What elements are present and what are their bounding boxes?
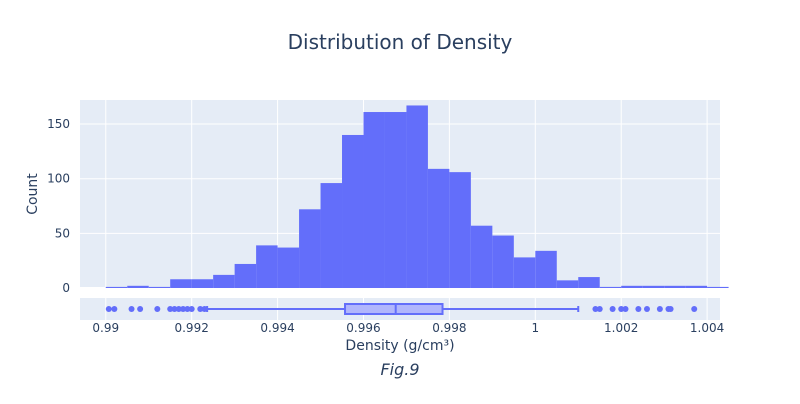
outlier-point: [188, 306, 195, 312]
outlier-point: [137, 306, 144, 312]
histogram-bar: [384, 112, 407, 288]
figure-caption: Fig.9: [380, 360, 419, 379]
outlier-point: [154, 306, 161, 312]
histogram-bars: [105, 105, 729, 288]
outlier-point: [618, 306, 625, 312]
y-axis-label: Count: [25, 173, 41, 215]
histogram-bar: [535, 250, 557, 288]
histogram-bar: [449, 172, 471, 288]
outlier-point: [167, 306, 174, 312]
x-tick-label: 1.002: [604, 321, 638, 335]
outlier-point: [667, 306, 674, 312]
outlier-point: [180, 306, 187, 312]
outlier-point: [105, 306, 112, 312]
y-tick-label: 100: [47, 172, 70, 186]
histogram-bar: [578, 277, 600, 288]
histogram-bar: [707, 286, 729, 288]
x-tick-label: 1: [531, 321, 539, 335]
x-tick-label: 0.996: [346, 321, 380, 335]
chart-title: Distribution of Density: [288, 30, 513, 54]
outlier-point: [184, 306, 191, 312]
histogram-bar: [685, 285, 708, 288]
histogram-bar: [492, 235, 514, 288]
histogram-bar: [234, 263, 257, 288]
outlier-point: [656, 306, 663, 312]
histogram-bar: [127, 285, 149, 288]
y-tick-labels: 0 50 100 150: [47, 117, 70, 295]
histogram-bar: [170, 279, 192, 288]
outlier-point: [596, 306, 603, 312]
histogram-bar: [406, 105, 428, 288]
histogram-bar: [642, 285, 665, 288]
histogram-bar: [363, 112, 385, 288]
histogram-bar: [277, 247, 300, 288]
outlier-point: [592, 306, 599, 312]
iqr-box: [344, 303, 444, 315]
x-tick-label: 0.99: [92, 321, 119, 335]
histogram-bar: [148, 286, 171, 288]
histogram-bar: [320, 183, 343, 288]
outlier-point: [201, 306, 208, 312]
outlier-point: [643, 306, 650, 312]
histogram-bar: [621, 285, 643, 288]
x-tick-label: 0.994: [260, 321, 294, 335]
boxplot: [105, 303, 698, 315]
histogram-bar: [342, 134, 364, 288]
outlier-point: [691, 306, 698, 312]
x-axis-label: Density (g/cm³): [345, 338, 454, 354]
y-tick-label: 150: [47, 117, 70, 131]
histogram-bar: [599, 286, 622, 288]
histogram-bar: [427, 168, 450, 288]
histogram-bar: [664, 285, 686, 288]
y-tick-label: 0: [62, 281, 70, 295]
outlier-point: [609, 306, 616, 312]
outlier-point: [197, 306, 204, 312]
histogram-bar: [105, 286, 128, 288]
histogram-bar: [256, 245, 278, 288]
x-tick-label: 1.004: [690, 321, 724, 335]
histogram-bar: [470, 225, 493, 288]
outlier-point: [175, 306, 182, 312]
x-tick-label: 0.998: [432, 321, 466, 335]
outlier-point: [635, 306, 642, 312]
x-tick-labels: 0.99 0.992 0.994 0.996 0.998 1 1.002 1.004: [92, 321, 724, 335]
histogram-bar: [299, 209, 321, 288]
outlier-point: [128, 306, 135, 312]
outlier-point: [171, 306, 178, 312]
histogram-bar: [191, 279, 214, 288]
y-tick-label: 50: [55, 226, 70, 240]
outlier-point: [622, 306, 629, 312]
histogram-bar: [556, 280, 579, 288]
x-tick-label: 0.992: [174, 321, 208, 335]
histogram-bar: [213, 274, 235, 288]
histogram-bar: [513, 257, 536, 288]
outlier-point: [111, 306, 118, 312]
